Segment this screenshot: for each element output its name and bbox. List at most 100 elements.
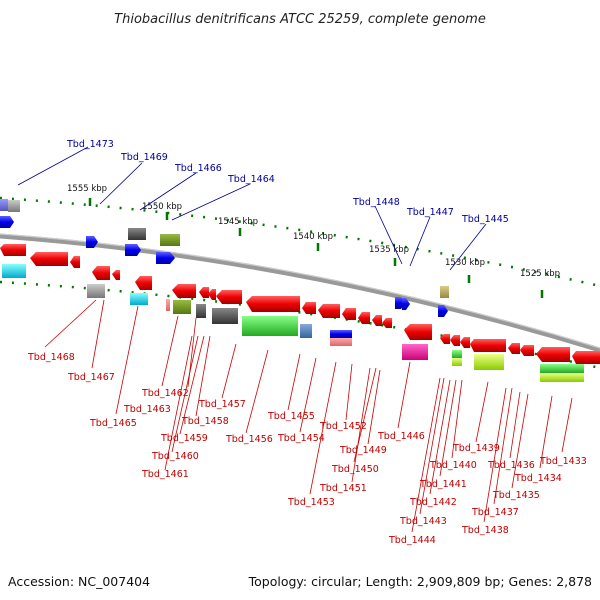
gene-feature <box>508 343 520 354</box>
gene-label-reverse: Tbd_1460 <box>151 451 199 462</box>
gene-feature <box>0 244 26 256</box>
map-title: Thiobacillus denitrificans ATCC 25259, c… <box>114 12 486 27</box>
gene-label-reverse: Tbd_1453 <box>287 497 335 508</box>
gene-feature <box>199 287 209 298</box>
gene-feature <box>125 244 141 256</box>
gene-label-reverse: Tbd_1434 <box>514 473 562 484</box>
gene-feature <box>300 324 312 338</box>
gene-label-forward: Tbd_1447 <box>406 207 454 218</box>
gene-feature <box>470 339 506 352</box>
gene-feature <box>460 337 470 348</box>
gene-label-forward: Tbd_1473 <box>66 139 114 150</box>
scale-label: 1535 kbp <box>369 245 409 255</box>
gene-feature <box>402 344 428 360</box>
gene-feature <box>208 289 216 300</box>
gene-feature <box>540 364 584 373</box>
gene-label-reverse: Tbd_1441 <box>419 479 467 490</box>
gene-feature <box>372 315 382 326</box>
gene-feature <box>382 318 392 328</box>
gene-label-reverse: Tbd_1444 <box>388 535 436 546</box>
gene-feature <box>112 270 120 280</box>
major-ticks <box>88 198 544 298</box>
genome-backbone <box>0 233 600 353</box>
gene-label-forward: Tbd_1466 <box>174 163 222 174</box>
gene-feature <box>70 256 80 268</box>
gene-feature <box>342 308 356 320</box>
gene-feature <box>0 199 8 211</box>
gene-feature <box>318 304 340 318</box>
scale-label: 1545 kbp <box>218 217 258 227</box>
gene-feature <box>438 305 448 317</box>
gene-label-reverse: Tbd_1454 <box>277 433 325 444</box>
gene-feature <box>8 200 20 212</box>
gene-feature <box>520 345 534 356</box>
gene-feature <box>450 335 460 346</box>
accession-label: Accession: NC_007404 <box>8 574 150 589</box>
gene-label-forward: Tbd_1448 <box>352 197 400 208</box>
gene-feature <box>130 293 148 305</box>
scale-label: 1540 kbp <box>293 232 333 242</box>
gene-label-reverse: Tbd_1438 <box>461 525 509 536</box>
gene-label-reverse: Tbd_1463 <box>123 404 171 415</box>
gene-label-reverse: Tbd_1450 <box>331 464 379 475</box>
gene-label-forward: Tbd_1469 <box>120 152 168 163</box>
gene-feature <box>156 252 175 264</box>
gene-feature <box>330 330 352 338</box>
top-labels: Tbd_1473 Tbd_1469 Tbd_1466 Tbd_1464 Tbd_… <box>66 139 509 225</box>
scale-label: 1525 kbp <box>520 269 560 279</box>
scale-label: 1550 kbp <box>142 202 182 212</box>
gene-label-reverse: Tbd_1451 <box>319 483 367 494</box>
gene-feature <box>30 252 68 266</box>
gene-feature <box>358 312 370 324</box>
gene-feature <box>172 284 196 298</box>
scale-label: 1555 kbp <box>67 184 107 194</box>
gene-feature <box>404 324 432 340</box>
gene-label-reverse: Tbd_1452 <box>319 421 367 432</box>
gene-feature <box>440 286 449 298</box>
gene-label-reverse: Tbd_1437 <box>471 507 519 518</box>
gene-feature <box>86 236 98 248</box>
gene-feature <box>402 298 410 310</box>
gene-label-reverse: Tbd_1443 <box>399 516 447 527</box>
inner-tick-ring <box>0 280 600 370</box>
gene-feature <box>173 300 191 314</box>
gene-feature <box>87 284 105 298</box>
bottom-leader-lines <box>44 299 573 533</box>
gene-feature <box>452 350 462 358</box>
gene-label-reverse: Tbd_1433 <box>539 456 587 467</box>
gene-feature <box>135 276 152 290</box>
gene-label-reverse: Tbd_1439 <box>452 443 500 454</box>
bottom-labels: Tbd_1468 Tbd_1467 Tbd_1465 Tbd_1463 Tbd_… <box>27 352 587 546</box>
gene-label-reverse: Tbd_1435 <box>492 490 540 501</box>
gene-feature <box>440 334 450 344</box>
gene-feature <box>160 234 180 246</box>
gene-feature <box>0 216 14 228</box>
scale-label: 1530 kbp <box>445 258 485 268</box>
gene-label-reverse: Tbd_1456 <box>225 434 273 445</box>
forward-genes <box>0 199 449 317</box>
top-leader-lines <box>17 146 487 271</box>
gene-label-reverse: Tbd_1457 <box>198 399 246 410</box>
gene-label-forward: Tbd_1464 <box>227 174 275 185</box>
scale-labels: 1555 kbp 1550 kbp 1545 kbp 1540 kbp 1535… <box>67 184 560 279</box>
gene-label-reverse: Tbd_1465 <box>89 418 137 429</box>
gene-feature <box>216 290 242 304</box>
outer-tick-ring <box>0 196 600 288</box>
gene-feature <box>242 316 298 336</box>
gene-feature <box>474 354 504 370</box>
gene-label-reverse: Tbd_1436 <box>487 460 535 471</box>
gene-label-forward: Tbd_1445 <box>461 214 509 225</box>
gene-feature <box>246 296 300 312</box>
genome-backbone-highlight <box>0 233 600 349</box>
gene-label-reverse: Tbd_1455 <box>267 411 315 422</box>
gene-label-reverse: Tbd_1440 <box>429 460 477 471</box>
gene-feature <box>196 304 206 318</box>
gene-feature <box>572 351 600 364</box>
gene-label-reverse: Tbd_1468 <box>27 352 75 363</box>
reverse-genes <box>0 244 600 382</box>
gene-label-reverse: Tbd_1446 <box>377 431 425 442</box>
gene-label-reverse: Tbd_1462 <box>141 388 189 399</box>
gene-feature <box>540 373 584 382</box>
gene-feature <box>330 338 352 346</box>
